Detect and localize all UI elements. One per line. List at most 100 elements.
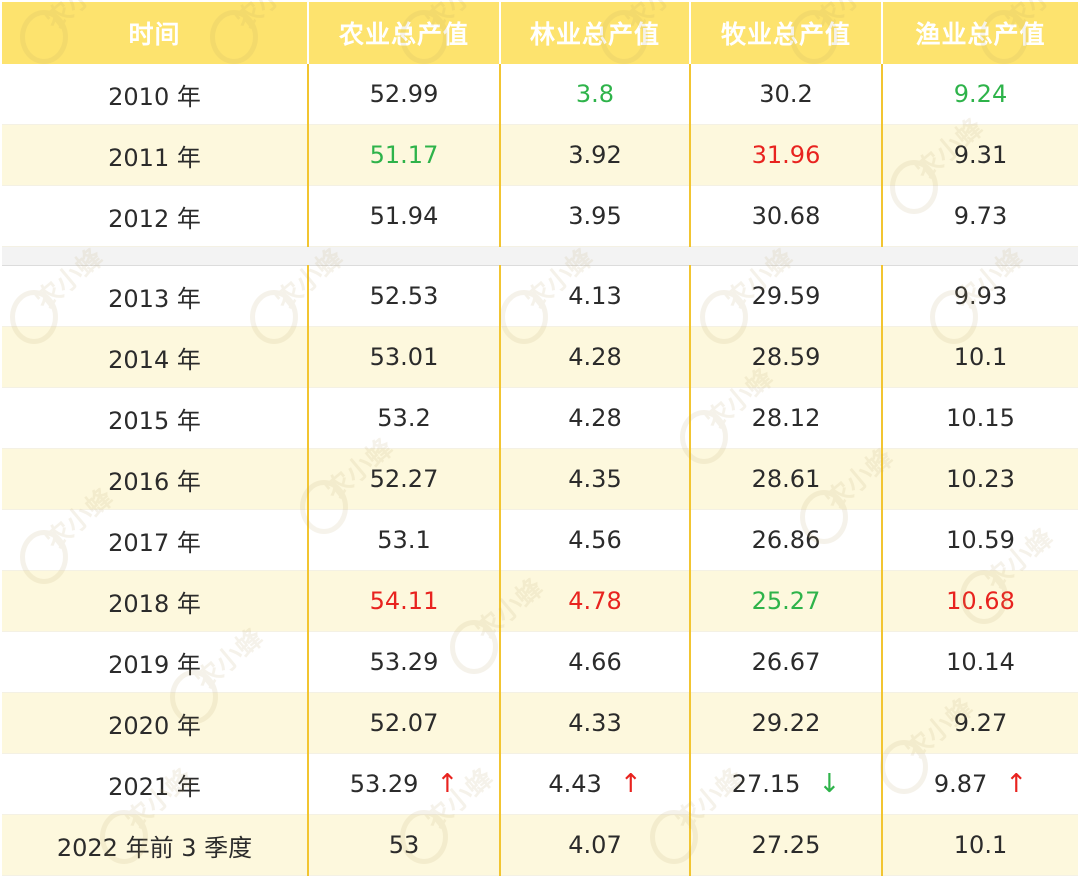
- forestry-cell: 3.92: [499, 124, 690, 186]
- agriculture-cell: 51.94: [307, 185, 500, 247]
- table-row: 2020 年 52.07 4.33 29.22 9.27: [2, 692, 1078, 754]
- value-text: 9.31: [953, 141, 1008, 169]
- forestry-cell: 4.35: [499, 448, 690, 510]
- forestry-cell: 4.78: [499, 570, 690, 632]
- animal-husbandry-cell: 30.68: [689, 185, 882, 247]
- agriculture-cell: 54.11: [307, 570, 500, 632]
- value-text: 26.86: [751, 526, 821, 554]
- table-row: 2010 年 52.99 3.8 30.2 9.24: [2, 64, 1078, 125]
- animal-husbandry-cell: 28.61: [689, 448, 882, 510]
- value-text: 10.1: [953, 343, 1008, 371]
- value-text: 3.8: [575, 80, 615, 108]
- animal-husbandry-cell: 28.59: [689, 326, 882, 388]
- fishery-cell: 10.23: [881, 448, 1078, 510]
- fishery-cell: 10.59: [881, 509, 1078, 571]
- header-row: 时间 农业总产值 林业总产值 牧业总产值 渔业总产值: [2, 2, 1078, 64]
- value-text: 9.24: [953, 80, 1008, 108]
- agriculture-cell: 51.17: [307, 124, 500, 186]
- gap-cell: [2, 246, 1078, 266]
- year-cell: 2019 年: [2, 631, 308, 693]
- fishery-cell: 10.14: [881, 631, 1078, 693]
- value-text: 10.59: [946, 526, 1015, 554]
- forestry-cell: 4.33: [499, 692, 690, 754]
- animal-husbandry-cell: 31.96: [689, 124, 882, 186]
- value-text: 53.29: [349, 770, 419, 798]
- value-text: 52.99: [369, 80, 439, 108]
- value-text: 30.68: [751, 202, 821, 230]
- forestry-cell: 4.66: [499, 631, 690, 693]
- value-text: 9.27: [953, 709, 1008, 737]
- fishery-cell: 9.93: [881, 265, 1078, 327]
- table-row: 2021 年 53.29 ↑ 4.43 ↑ 27.15 ↓ 9.87 ↑: [2, 753, 1078, 815]
- value-text: 52.27: [369, 465, 439, 493]
- value-text: 10.23: [946, 465, 1015, 493]
- value-text: 10.1: [953, 831, 1008, 859]
- agriculture-cell: 53.29: [307, 631, 500, 693]
- table-row: 2013 年 52.53 4.13 29.59 9.93: [2, 265, 1078, 327]
- table-row: 2015 年 53.2 4.28 28.12 10.15: [2, 387, 1078, 449]
- fishery-cell: 9.87 ↑: [881, 753, 1078, 815]
- agriculture-cell: 53.2: [307, 387, 500, 449]
- value-text: 28.59: [751, 343, 821, 371]
- year-cell: 2021 年: [2, 753, 308, 815]
- value-text: 27.25: [751, 831, 821, 859]
- year-cell: 2015 年: [2, 387, 308, 449]
- header-agriculture: 农业总产值: [307, 2, 500, 64]
- value-text: 4.66: [568, 648, 622, 676]
- value-text: 3.92: [568, 141, 622, 169]
- animal-husbandry-cell: 28.12: [689, 387, 882, 449]
- forestry-cell: 4.28: [499, 326, 690, 388]
- value-text: 28.12: [751, 404, 821, 432]
- fishery-cell: 9.24: [881, 64, 1078, 125]
- value-text: 51.17: [369, 141, 439, 169]
- agriculture-cell: 52.07: [307, 692, 500, 754]
- arrow-up-icon: ↑: [619, 769, 642, 799]
- animal-husbandry-cell: 29.59: [689, 265, 882, 327]
- value-text: 3.95: [568, 202, 622, 230]
- value-text: 53.29: [369, 648, 439, 676]
- forestry-cell: 4.56: [499, 509, 690, 571]
- animal-husbandry-cell: 30.2: [689, 64, 882, 125]
- table-gap: [2, 246, 1078, 266]
- table-row: 2022 年前 3 季度 53 4.07 27.25 10.1: [2, 814, 1078, 876]
- value-text: 53.1: [377, 526, 431, 554]
- fishery-cell: 10.1: [881, 814, 1078, 876]
- year-cell: 2020 年: [2, 692, 308, 754]
- fishery-cell: 10.1: [881, 326, 1078, 388]
- animal-husbandry-cell: 26.67: [689, 631, 882, 693]
- header-forestry: 林业总产值: [499, 2, 690, 64]
- agriculture-cell: 52.53: [307, 265, 500, 327]
- year-cell: 2010 年: [2, 64, 308, 125]
- animal-husbandry-cell: 29.22: [689, 692, 882, 754]
- agriculture-cell: 52.27: [307, 448, 500, 510]
- value-text: 29.22: [751, 709, 821, 737]
- arrow-down-icon: ↓: [818, 769, 841, 799]
- value-text: 29.59: [751, 282, 821, 310]
- value-text: 28.61: [751, 465, 821, 493]
- value-text: 53.2: [377, 404, 431, 432]
- agriculture-cell: 53.1: [307, 509, 500, 571]
- agriculture-cell: 53.01: [307, 326, 500, 388]
- value-text: 4.07: [568, 831, 622, 859]
- table-row: 2017 年 53.1 4.56 26.86 10.59: [2, 509, 1078, 571]
- animal-husbandry-cell: 27.15 ↓: [689, 753, 882, 815]
- year-cell: 2011 年: [2, 124, 308, 186]
- fishery-cell: 9.27: [881, 692, 1078, 754]
- value-text: 10.68: [946, 587, 1015, 615]
- table-row: 2018 年 54.11 4.78 25.27 10.68: [2, 570, 1078, 632]
- table-row: 2011 年 51.17 3.92 31.96 9.31: [2, 124, 1078, 186]
- value-text: 27.15: [731, 770, 801, 798]
- value-text: 4.78: [568, 587, 622, 615]
- agriculture-cell: 53.29 ↑: [307, 753, 500, 815]
- value-text: 51.94: [369, 202, 439, 230]
- value-text: 4.43: [548, 770, 602, 798]
- value-text: 9.87: [933, 770, 988, 798]
- table-row: 2016 年 52.27 4.35 28.61 10.23: [2, 448, 1078, 510]
- header-time: 时间: [2, 2, 308, 64]
- value-text: 10.14: [946, 648, 1015, 676]
- value-text: 4.33: [568, 709, 622, 737]
- year-cell: 2014 年: [2, 326, 308, 388]
- forestry-cell: 3.95: [499, 185, 690, 247]
- animal-husbandry-cell: 25.27: [689, 570, 882, 632]
